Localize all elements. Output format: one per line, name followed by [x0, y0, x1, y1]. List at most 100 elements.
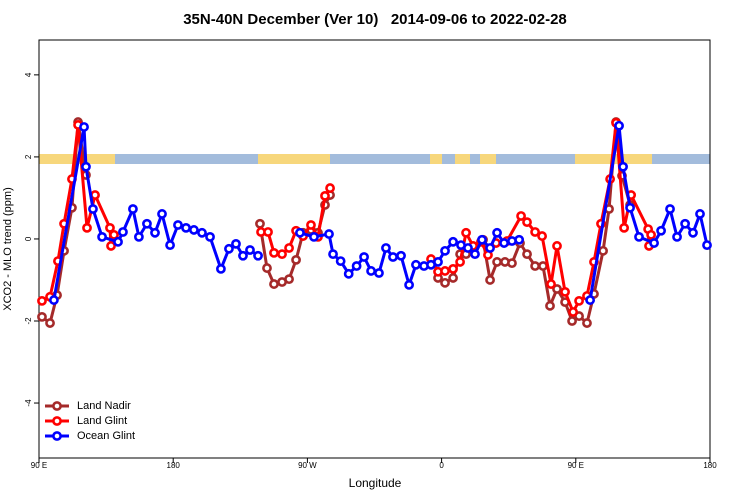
x-tick-label: 90 E — [31, 461, 47, 470]
data-point — [567, 316, 577, 326]
data-point — [189, 225, 199, 235]
data-point — [216, 263, 226, 274]
data-point — [320, 190, 330, 201]
data-point — [366, 266, 376, 276]
data-point — [499, 238, 509, 248]
data-point — [530, 227, 540, 237]
data-point — [335, 256, 346, 267]
data-point — [516, 211, 526, 221]
data-point — [37, 295, 47, 306]
data-point — [306, 220, 316, 230]
data-point — [537, 231, 548, 241]
data-point — [343, 268, 354, 279]
data-point — [165, 240, 175, 251]
data-point — [245, 245, 255, 255]
data-point — [381, 243, 391, 253]
data-point — [224, 243, 234, 254]
data-point — [477, 234, 487, 245]
data-point — [440, 266, 450, 276]
data-point — [106, 241, 116, 251]
data-point — [404, 279, 414, 290]
data-point — [448, 273, 458, 283]
data-point — [49, 295, 59, 305]
legend-label: Land Glint — [77, 415, 127, 427]
data-point — [552, 241, 562, 251]
y-tick-label: 2 — [24, 154, 33, 159]
data-point — [522, 217, 532, 228]
y-tick-label: 4 — [24, 72, 33, 77]
data-point — [656, 225, 666, 236]
data-point — [181, 222, 191, 233]
data-point — [325, 183, 335, 193]
data-point — [157, 209, 167, 219]
data-point — [150, 227, 160, 238]
data-point — [688, 227, 698, 238]
data-point — [45, 318, 55, 328]
data-point — [614, 120, 624, 131]
data-point — [634, 231, 644, 242]
data-point — [255, 218, 265, 229]
data-point — [88, 204, 98, 214]
land-mask-strip — [39, 154, 710, 164]
data-point — [231, 238, 241, 249]
data-point — [598, 245, 608, 256]
data-point — [284, 243, 294, 253]
data-point — [538, 261, 548, 271]
data-point — [396, 250, 406, 261]
data-point — [374, 268, 384, 278]
data-point — [461, 227, 471, 238]
data-point — [433, 257, 443, 267]
data-point — [269, 279, 279, 289]
data-point — [485, 243, 495, 253]
data-point — [269, 247, 279, 258]
data-point — [448, 236, 458, 247]
data-point — [105, 222, 115, 233]
data-point — [263, 227, 273, 237]
data-point — [351, 261, 362, 271]
data-point — [295, 227, 305, 238]
y-tick-label: 0 — [24, 236, 33, 241]
x-axis-label: Longitude — [349, 476, 402, 490]
data-point — [492, 257, 502, 267]
data-point — [552, 284, 562, 294]
data-point — [649, 238, 659, 248]
data-point — [291, 254, 301, 265]
data-point — [197, 227, 207, 238]
data-point — [672, 231, 682, 242]
data-point — [522, 249, 532, 260]
data-point — [514, 234, 525, 245]
plot-frame — [38, 39, 711, 459]
y-tick-label: -4 — [24, 399, 33, 407]
data-point — [81, 161, 91, 172]
data-point — [82, 222, 92, 233]
data-point — [582, 318, 592, 328]
data-point — [545, 300, 555, 311]
data-point — [680, 218, 690, 229]
data-point — [97, 231, 107, 242]
legend-marker — [52, 416, 62, 426]
x-tick-label: 0 — [439, 461, 444, 470]
chart-title: 35N-40N December (Ver 10) 2014-09-06 to … — [183, 11, 567, 28]
data-point — [109, 229, 119, 240]
data-point — [530, 261, 540, 271]
data-point — [128, 204, 138, 214]
data-point — [118, 227, 128, 237]
data-point — [646, 229, 657, 240]
data-point — [309, 231, 319, 242]
data-point — [470, 249, 480, 260]
legend-marker — [52, 431, 62, 441]
data-point — [695, 209, 705, 219]
data-point — [507, 258, 517, 269]
x-tick-label: 90 W — [298, 461, 317, 470]
data-point — [485, 275, 495, 285]
data-point — [277, 249, 287, 260]
data-point — [262, 263, 272, 273]
data-point — [619, 222, 630, 233]
data-point — [448, 263, 458, 274]
data-point — [205, 231, 215, 242]
data-point — [134, 231, 144, 242]
y-axis-label: XCO2 - MLO trend (ppm) — [2, 187, 14, 310]
data-point — [625, 202, 635, 213]
data-point — [411, 259, 421, 270]
